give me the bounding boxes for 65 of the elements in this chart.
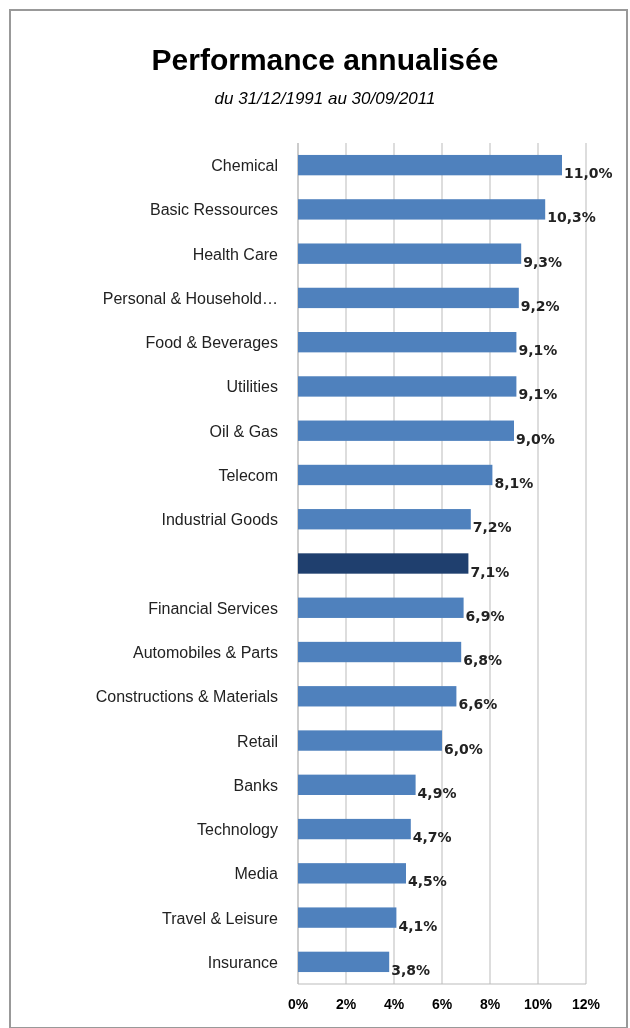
x-tick-label: 4% [383, 996, 405, 1012]
data-label: 7,1% [470, 563, 510, 580]
bar [298, 287, 519, 309]
y-tick-label: Chemical [211, 157, 278, 175]
data-label: 4,7% [412, 829, 452, 846]
bar [298, 686, 457, 707]
y-tick-label: Basic Ressources [149, 201, 278, 219]
data-label: 9,3% [523, 253, 563, 270]
bar [298, 243, 522, 264]
bar [298, 154, 562, 176]
y-tick-label: Banks [233, 776, 278, 794]
chart-title: Performance annualisée [151, 43, 499, 76]
data-label: 6,9% [465, 607, 505, 624]
bar [298, 907, 397, 928]
bar [298, 509, 471, 530]
data-label: 9,0% [516, 430, 555, 447]
data-label: 6,6% [458, 696, 498, 713]
y-tick-label: Automobiles & Parts [133, 644, 278, 662]
data-label: 6,8% [463, 652, 503, 669]
data-label: 9,2% [520, 297, 560, 314]
bar [298, 376, 517, 397]
data-label: 3,8% [391, 961, 431, 978]
data-label: 9,1% [518, 342, 558, 359]
y-tick-label: Oil & Gas [209, 422, 278, 440]
bar [298, 332, 517, 353]
x-tick-label: 12% [571, 996, 601, 1012]
y-tick-label: Retail [237, 732, 278, 750]
bar [298, 553, 469, 574]
x-tick-label: 10% [523, 996, 553, 1012]
y-tick-label: Media [234, 865, 279, 883]
y-tick-label: Industrial Goods [161, 511, 278, 529]
data-label: 4,9% [417, 784, 457, 801]
bar [298, 199, 546, 220]
data-label: 8,1% [494, 474, 534, 491]
y-tick-label: Financial Services [148, 599, 278, 617]
y-tick-label: Health Care [192, 245, 279, 263]
y-tick-label: Technology [197, 821, 278, 839]
bar [298, 641, 462, 663]
y-tick-label: Personal & Household… [102, 289, 278, 307]
data-label: 4,1% [398, 917, 438, 934]
data-label: 7,2% [472, 519, 512, 536]
y-tick-label: Travel & Leisure [162, 909, 279, 927]
bar [298, 774, 416, 795]
bar [298, 597, 464, 618]
x-tick-label: 0% [287, 996, 309, 1012]
y-tick-label: Utilities [226, 378, 278, 396]
data-label: 11,0% [564, 165, 613, 182]
x-tick-label: 8% [479, 996, 501, 1012]
data-label: 9,1% [518, 386, 558, 403]
x-tick-label: 2% [335, 996, 357, 1012]
bar [298, 420, 514, 441]
x-tick-label: 6% [431, 996, 453, 1012]
bar [298, 730, 442, 751]
data-label: 10,3% [547, 209, 596, 226]
y-tick-label: Insurance [207, 953, 279, 971]
chart-subtitle: du 31/12/1991 au 30/09/2011 [214, 89, 436, 108]
y-tick-label: Constructions & Materials [95, 688, 278, 706]
data-label: 4,5% [408, 873, 447, 890]
data-label: 6,0% [444, 740, 483, 757]
bar [298, 818, 411, 840]
y-tick-label: Food & Beverages [145, 334, 278, 352]
y-tick-label: Telecom [218, 466, 278, 484]
bar [298, 951, 390, 973]
bar [298, 863, 406, 884]
bar [298, 464, 493, 486]
